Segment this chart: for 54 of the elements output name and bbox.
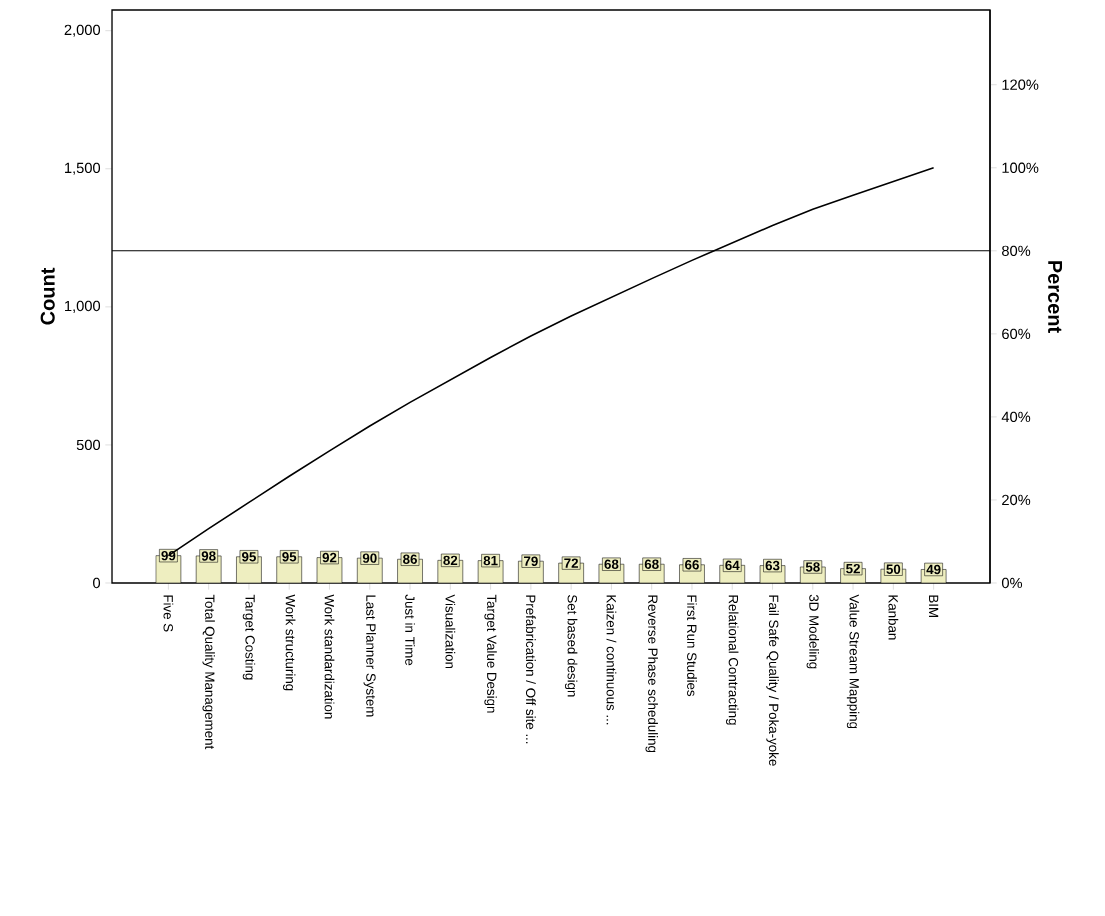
x-tick-label: Prefabrication / Off site ... xyxy=(525,595,536,744)
data-label: 68 xyxy=(644,559,659,569)
x-tick-label: Last Planner System xyxy=(363,595,376,717)
y2-tick-label: 120% xyxy=(1002,79,1039,90)
y2-tick-label: 0% xyxy=(1001,577,1023,589)
y2-tick-label: 100% xyxy=(1002,162,1039,173)
data-label: 58 xyxy=(805,562,820,572)
x-tick-label: Total Quality Management xyxy=(202,594,215,750)
y2-tick-label: 20% xyxy=(1002,494,1031,506)
x-tick-label: Fail Safe Quality / Poka-yoke xyxy=(766,595,779,766)
y-tick-label: 1,500 xyxy=(65,162,101,175)
y-tick-label: 0 xyxy=(93,577,101,589)
x-tick-label: Relational Contracting xyxy=(726,595,739,725)
x-tick-label: 3D Modeling xyxy=(806,594,820,669)
x-tick-label: Work standardization xyxy=(324,594,335,719)
y2-tick-label: 80% xyxy=(1002,245,1031,256)
data-label: 81 xyxy=(483,555,498,566)
data-label: 52 xyxy=(846,563,860,574)
data-label: 72 xyxy=(564,558,579,568)
y-axis-title: Count xyxy=(40,267,55,325)
x-tick-label: Visualization xyxy=(445,594,456,669)
data-label: 79 xyxy=(524,556,538,566)
y2-axis-title: Percent xyxy=(1048,261,1063,333)
x-tick-label: Value Stream Mapping xyxy=(846,594,860,729)
data-label: 95 xyxy=(241,552,256,562)
x-tick-label: Kanban xyxy=(888,595,899,640)
y2-tick-label: 60% xyxy=(1002,328,1031,340)
y-tick-label: 1,000 xyxy=(65,300,101,313)
data-label: 92 xyxy=(322,552,337,563)
data-label: 63 xyxy=(765,560,780,571)
x-tick-label: Reverse Phase scheduling xyxy=(645,595,658,753)
x-tick-label: Five S xyxy=(163,595,174,632)
data-label: 86 xyxy=(403,554,417,564)
data-label: 49 xyxy=(926,564,941,575)
x-tick-label: BIM xyxy=(929,595,939,617)
data-label: 98 xyxy=(201,551,216,561)
y-tick-label: 500 xyxy=(76,439,101,451)
data-label: 68 xyxy=(604,559,619,569)
x-tick-label: Just in Time xyxy=(405,594,415,666)
x-tick-label: Target Value Design xyxy=(484,594,497,713)
data-label: 90 xyxy=(362,553,377,563)
data-label: 95 xyxy=(282,552,297,562)
x-tick-label: Target Costing xyxy=(242,594,256,680)
x-tick-label: Kaizen / continuous ... xyxy=(606,595,617,725)
data-label: 64 xyxy=(725,560,740,571)
data-label: 50 xyxy=(886,564,901,574)
data-label: 82 xyxy=(443,555,458,566)
x-tick-label: Work structuring xyxy=(283,594,296,691)
x-tick-label: First Run Studies xyxy=(687,595,697,697)
data-label: 66 xyxy=(685,560,699,570)
y2-tick-label: 40% xyxy=(1001,411,1031,423)
y-tick-label: 2,000 xyxy=(64,24,101,37)
x-tick-label: Set based design xyxy=(564,594,578,697)
data-label: 99 xyxy=(161,550,176,561)
